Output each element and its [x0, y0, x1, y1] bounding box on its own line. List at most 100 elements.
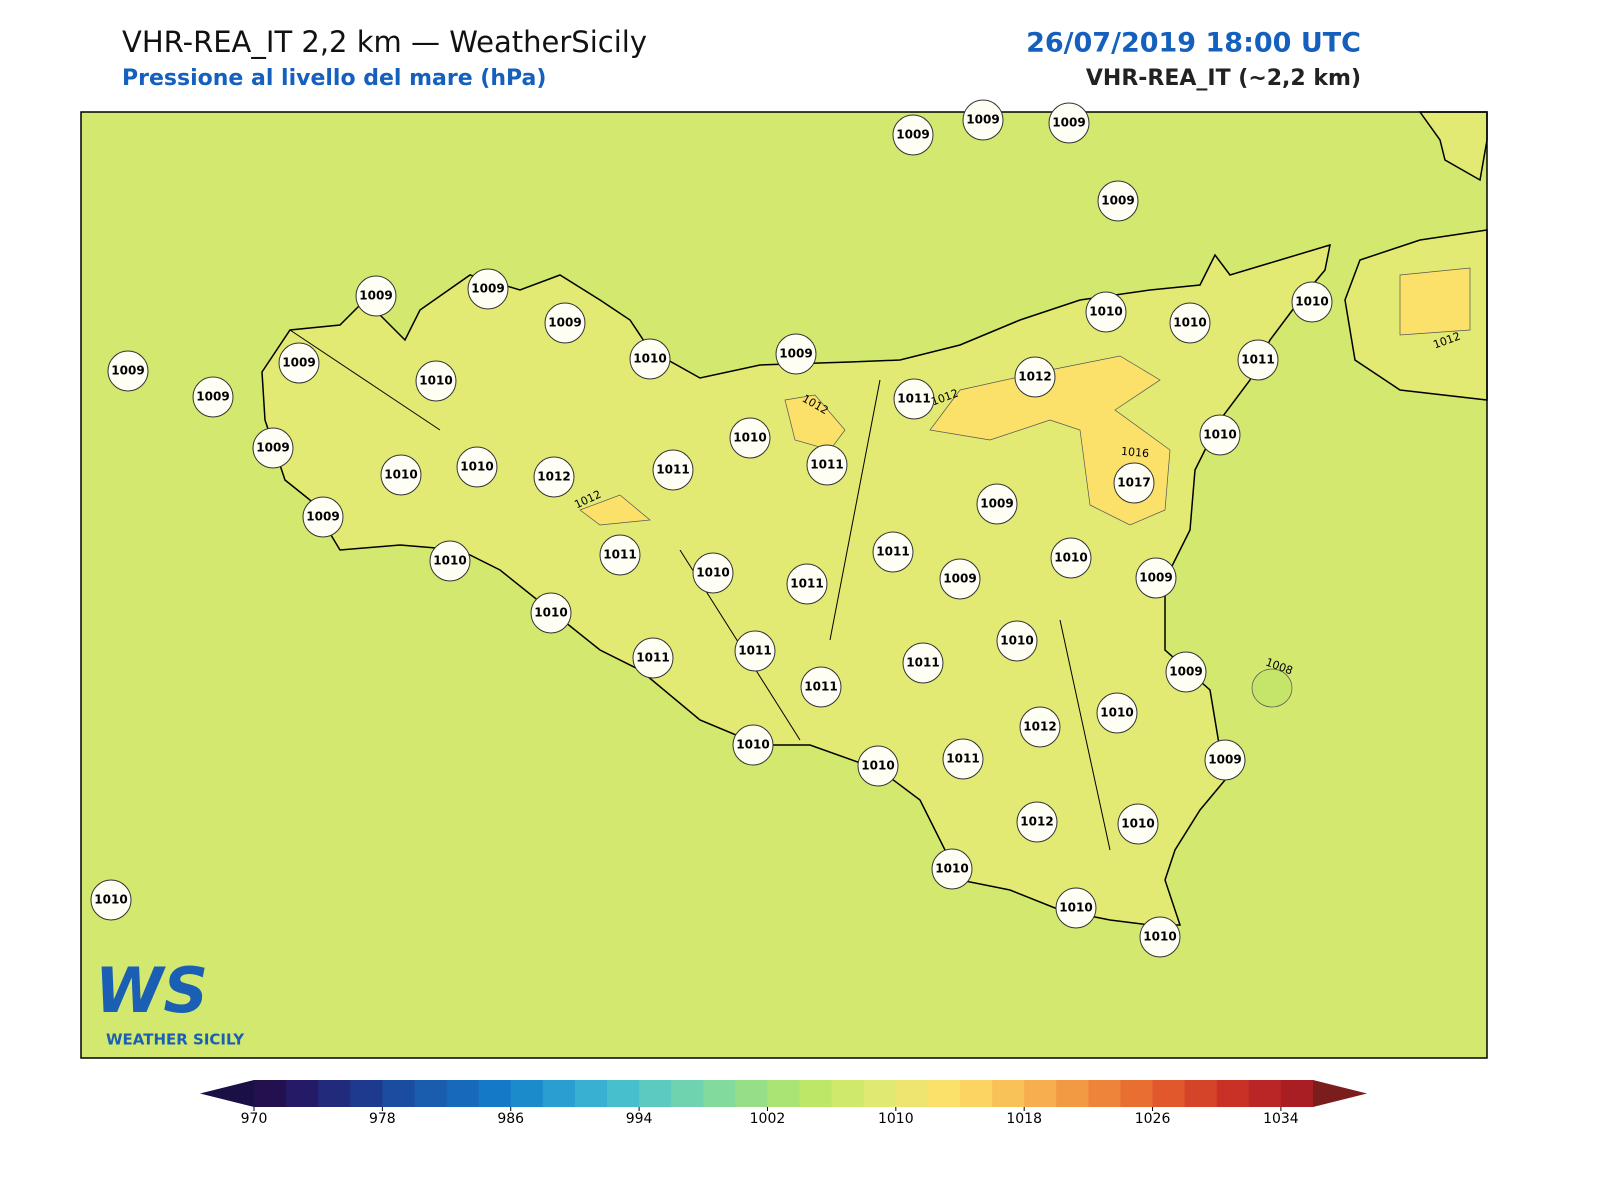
colorbar-band — [927, 1080, 961, 1107]
station-value: 1010 — [94, 893, 127, 907]
station-value: 1010 — [1203, 428, 1236, 442]
station: 1010 — [996, 620, 1038, 662]
station-value: 1009 — [1208, 753, 1241, 767]
station-value: 1010 — [733, 431, 766, 445]
station: 1009 — [1135, 557, 1177, 599]
station-marker — [800, 666, 842, 708]
station-value: 1011 — [876, 545, 909, 559]
station: 1010 — [90, 879, 132, 921]
colorbar-tick-label: 978 — [369, 1111, 396, 1127]
station-marker — [1135, 557, 1177, 599]
station-value: 1010 — [1089, 305, 1122, 319]
station: 1010 — [1117, 803, 1159, 845]
station: 1011 — [806, 444, 848, 486]
station: 1010 — [629, 338, 671, 380]
station-value: 1010 — [1059, 901, 1092, 915]
station: 1011 — [734, 630, 776, 672]
station-marker — [252, 427, 294, 469]
station-value: 1010 — [1054, 551, 1087, 565]
station-marker — [893, 378, 935, 420]
colorbar-band — [639, 1080, 672, 1107]
colorbar-tick-label: 1010 — [878, 1111, 914, 1127]
station-value: 1009 — [359, 289, 392, 303]
colorbar-tick-label: 1002 — [750, 1111, 786, 1127]
station-value: 1011 — [738, 644, 771, 658]
station: 1009 — [544, 302, 586, 344]
station: 1009 — [1204, 739, 1246, 781]
station-marker — [415, 360, 457, 402]
station-value: 1012 — [1023, 720, 1056, 734]
station-marker — [192, 376, 234, 418]
station: 1009 — [278, 342, 320, 384]
station-value: 1009 — [779, 347, 812, 361]
station: 1010 — [1096, 692, 1138, 734]
station: 1011 — [872, 531, 914, 573]
colorbar-band — [318, 1080, 351, 1107]
date: 26/07/2019 18:00 UTC — [1026, 28, 1361, 59]
colorbar-band — [1056, 1080, 1089, 1107]
station-value: 1010 — [633, 352, 666, 366]
colorbar-band — [703, 1080, 736, 1107]
colorbar-band — [574, 1080, 608, 1107]
station-value: 1009 — [943, 572, 976, 586]
station-marker — [107, 350, 149, 392]
station: 1009 — [252, 427, 294, 469]
colorbar-band — [1120, 1080, 1154, 1107]
station-marker — [1169, 302, 1211, 344]
station: 1011 — [1237, 339, 1279, 381]
station-value: 1010 — [1295, 295, 1328, 309]
station: 1010 — [857, 745, 899, 787]
station-marker — [1199, 414, 1241, 456]
station: 1009 — [962, 99, 1004, 141]
station: 1010 — [1139, 916, 1181, 958]
station-value: 1010 — [419, 374, 452, 388]
station-marker — [302, 496, 344, 538]
station-value: 1009 — [1169, 665, 1202, 679]
station: 1010 — [415, 360, 457, 402]
station: 1010 — [931, 848, 973, 890]
station: 1012 — [533, 456, 575, 498]
station-marker — [530, 592, 572, 634]
station-value: 1012 — [537, 470, 570, 484]
colorbar-band — [960, 1080, 993, 1107]
station-value: 1010 — [736, 738, 769, 752]
station: 1009 — [775, 333, 817, 375]
station-marker — [996, 620, 1038, 662]
station: 1009 — [892, 114, 934, 156]
station-marker — [652, 449, 694, 491]
station: 1010 — [1291, 281, 1333, 323]
station: 1011 — [786, 563, 828, 605]
station-marker — [1050, 537, 1092, 579]
colorbar-band — [1280, 1080, 1314, 1107]
station: 1009 — [1097, 180, 1139, 222]
station-marker — [429, 540, 471, 582]
station-marker — [632, 637, 674, 679]
colorbar-band — [446, 1080, 480, 1107]
station: 1017 — [1113, 462, 1155, 504]
station-value: 1011 — [1241, 353, 1274, 367]
colorbar-band — [1088, 1080, 1121, 1107]
station-value: 1011 — [636, 651, 669, 665]
colorbar-band — [1024, 1080, 1057, 1107]
station-value: 1010 — [1100, 706, 1133, 720]
station: 1009 — [939, 558, 981, 600]
colorbar-tick-label: 1034 — [1263, 1111, 1299, 1127]
station: 1009 — [976, 483, 1018, 525]
station-value: 1010 — [433, 554, 466, 568]
colorbar-band — [1184, 1080, 1218, 1107]
station-value: 1010 — [1000, 634, 1033, 648]
station-marker — [1204, 739, 1246, 781]
province-border — [289, 329, 441, 431]
station: 1010 — [1199, 414, 1241, 456]
station: 1009 — [467, 268, 509, 310]
station-marker — [456, 446, 498, 488]
station-marker — [902, 642, 944, 684]
station-marker — [1117, 803, 1159, 845]
station-marker — [1096, 692, 1138, 734]
station-marker — [962, 99, 1004, 141]
station-marker — [939, 558, 981, 600]
station: 1012 — [1019, 706, 1061, 748]
station-value: 1009 — [966, 113, 999, 127]
colorbar-band — [510, 1080, 544, 1107]
